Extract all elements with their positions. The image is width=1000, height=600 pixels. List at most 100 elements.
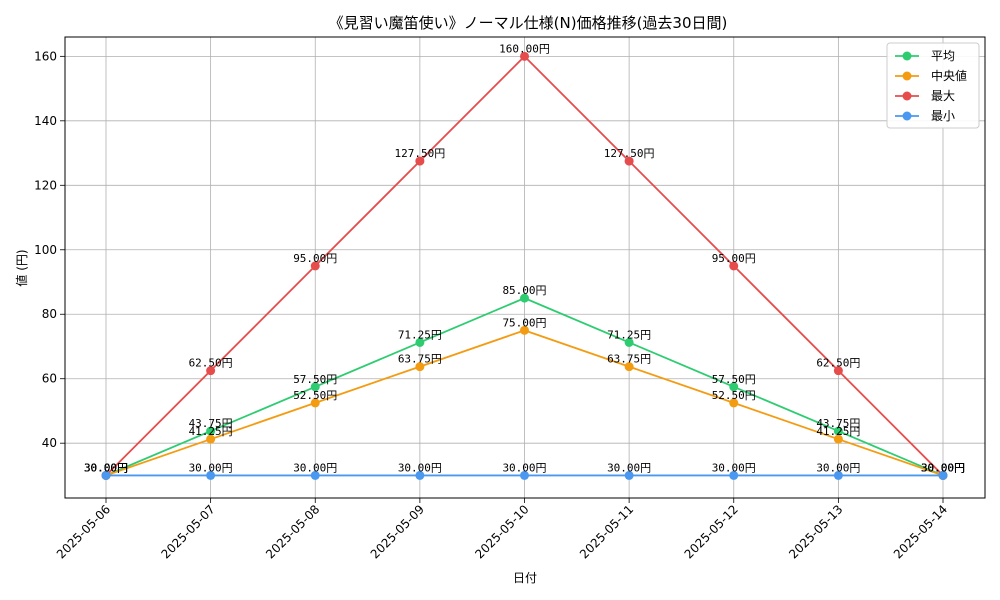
y-axis-label: 値 (円) bbox=[14, 249, 29, 286]
legend-label: 最大 bbox=[931, 89, 955, 103]
data-point bbox=[520, 293, 529, 303]
data-label: 30.00円 bbox=[712, 461, 756, 474]
data-point bbox=[833, 426, 843, 436]
legend-swatch-marker bbox=[902, 111, 912, 121]
data-point bbox=[101, 470, 111, 480]
data-label: 52.50円 bbox=[293, 389, 337, 402]
data-point bbox=[415, 362, 425, 372]
y-tick-label: 60 bbox=[42, 372, 57, 386]
data-label: 160.00円 bbox=[499, 42, 550, 55]
legend-swatch-marker bbox=[902, 91, 912, 101]
data-label: 30.00円 bbox=[293, 461, 337, 474]
data-label: 71.25円 bbox=[398, 328, 442, 341]
x-tick-label: 2025-05-10 bbox=[472, 502, 531, 561]
data-point bbox=[206, 366, 216, 376]
data-label: 127.50円 bbox=[395, 147, 446, 160]
data-label: 85.00円 bbox=[502, 284, 546, 297]
data-label: 41.25円 bbox=[189, 425, 233, 438]
data-point bbox=[729, 261, 739, 271]
data-point bbox=[624, 470, 634, 480]
data-point bbox=[624, 156, 634, 166]
grid-lines bbox=[65, 37, 985, 498]
legend-label: 中央値 bbox=[931, 68, 967, 83]
data-point bbox=[206, 434, 216, 444]
legend-swatch-marker bbox=[902, 51, 912, 61]
data-point bbox=[520, 325, 529, 335]
legend-swatch-marker bbox=[902, 71, 912, 81]
data-point bbox=[833, 434, 843, 444]
data-label: 63.75円 bbox=[607, 353, 651, 366]
data-label: 30.00円 bbox=[502, 461, 546, 474]
data-label: 57.50円 bbox=[712, 373, 756, 386]
data-label: 75.00円 bbox=[502, 316, 546, 329]
data-label: 62.50円 bbox=[189, 357, 233, 370]
y-tick-label: 40 bbox=[42, 436, 57, 450]
data-point bbox=[624, 362, 634, 372]
data-point bbox=[310, 398, 320, 408]
data-point bbox=[729, 470, 739, 480]
y-tick-label: 120 bbox=[34, 178, 57, 192]
x-tick-label: 2025-05-14 bbox=[891, 502, 950, 561]
y-tick-label: 100 bbox=[34, 243, 57, 257]
data-label: 71.25円 bbox=[607, 328, 651, 341]
axes: 2025-05-06 2025-05-07 2025-05-08 2025-05-09… bbox=[34, 36, 986, 561]
data-label: 127.50円 bbox=[604, 147, 655, 160]
x-tick-label: 2025-05-06 bbox=[54, 502, 113, 561]
y-tick-label: 160 bbox=[34, 49, 57, 63]
data-label: 30.00円 bbox=[84, 461, 128, 474]
data-label: 30.00円 bbox=[921, 461, 965, 474]
x-tick-label: 2025-05-08 bbox=[263, 502, 322, 561]
plot-frame bbox=[64, 36, 986, 499]
data-label: 95.00円 bbox=[712, 252, 756, 265]
data-label: 30.00円 bbox=[921, 461, 965, 474]
data-label: 63.75円 bbox=[398, 353, 442, 366]
data-label: 52.50円 bbox=[712, 389, 756, 402]
data-point bbox=[415, 470, 425, 480]
data-point bbox=[729, 398, 739, 408]
data-point bbox=[520, 470, 529, 480]
data-point bbox=[520, 51, 529, 61]
data-point bbox=[206, 426, 216, 436]
y-tick-label: 140 bbox=[34, 114, 57, 128]
data-label: 30.00円 bbox=[84, 461, 128, 474]
legend-label: 平均 bbox=[931, 49, 955, 63]
data-point bbox=[729, 382, 739, 392]
x-tick-label: 2025-05-12 bbox=[682, 502, 741, 561]
data-label: 30.00円 bbox=[189, 461, 233, 474]
data-point bbox=[310, 382, 320, 392]
data-label: 43.75円 bbox=[816, 417, 860, 430]
legend-box bbox=[886, 42, 980, 129]
data-labels: 30.00円 43.75円 57.50円 71.25円 85.00円 71.25円 57.5… bbox=[84, 42, 965, 474]
data-label: 30.00円 bbox=[921, 461, 965, 474]
data-point bbox=[415, 337, 425, 347]
x-tick-label: 2025-05-13 bbox=[786, 502, 845, 561]
x-tick-label: 2025-05-11 bbox=[577, 502, 636, 561]
series-group bbox=[101, 51, 948, 480]
data-point bbox=[206, 470, 216, 480]
data-label: 43.75円 bbox=[189, 417, 233, 430]
data-point bbox=[833, 470, 843, 480]
chart-title: 《見習い魔笛使い》ノーマル仕様(N)価格推移(過去30日間) bbox=[329, 14, 728, 32]
data-label: 57.50円 bbox=[293, 373, 337, 386]
data-label: 30.00円 bbox=[84, 461, 128, 474]
legend-label: 最小 bbox=[931, 109, 955, 123]
y-tick-label: 80 bbox=[42, 307, 57, 321]
data-point bbox=[415, 156, 425, 166]
data-point bbox=[624, 337, 634, 347]
x-tick-label: 2025-05-07 bbox=[159, 502, 218, 561]
data-label: 30.00円 bbox=[84, 461, 128, 474]
data-label: 95.00円 bbox=[293, 252, 337, 265]
x-tick-label: 2025-05-09 bbox=[368, 502, 427, 561]
data-label: 41.25円 bbox=[816, 425, 860, 438]
data-point bbox=[310, 470, 320, 480]
data-point bbox=[833, 366, 843, 376]
data-label: 30.00円 bbox=[398, 461, 442, 474]
data-point bbox=[938, 470, 948, 480]
data-label: 30.00円 bbox=[816, 461, 860, 474]
data-label: 62.50円 bbox=[816, 357, 860, 370]
data-label: 30.00円 bbox=[607, 461, 651, 474]
data-point bbox=[310, 261, 320, 271]
x-axis-label: 日付 bbox=[513, 571, 537, 585]
